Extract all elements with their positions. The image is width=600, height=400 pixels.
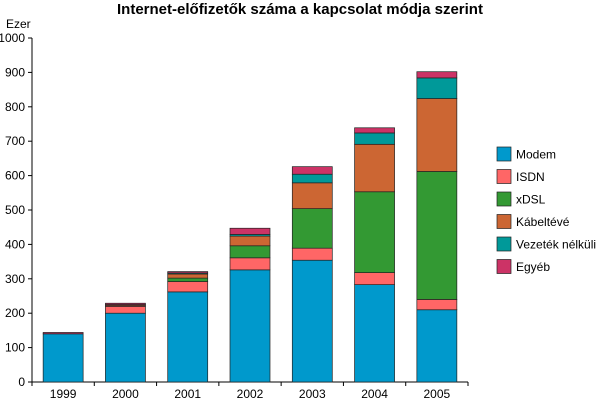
bar-segment: [229, 257, 271, 271]
bar-segment: [167, 281, 209, 293]
bar-segment: [354, 143, 395, 193]
bar-segment: [105, 302, 146, 305]
y-tick-label: 400: [5, 237, 25, 251]
y-tick-label: 1000: [0, 31, 25, 45]
x-tick-label: 2000: [112, 387, 139, 400]
bar-segment: [42, 333, 84, 383]
bar-segment: [291, 208, 333, 249]
y-tick-label: 900: [5, 65, 25, 79]
bar-segment: [291, 166, 333, 175]
bar-segment: [229, 269, 271, 383]
bar-segment: [416, 98, 458, 172]
bar-segment: [291, 259, 333, 383]
bar-segment: [291, 182, 333, 209]
x-tick-label: 2005: [424, 387, 451, 400]
legend-label: Kábeltévé: [516, 215, 570, 229]
x-tick-label: 2002: [237, 387, 264, 400]
bar-segment: [105, 305, 146, 314]
bar-segment: [416, 171, 458, 300]
bar-segment: [105, 312, 146, 383]
x-tick-label: 2003: [299, 387, 326, 400]
legend-label: Modem: [516, 148, 556, 162]
x-tick-label: 2001: [174, 387, 201, 400]
legend-swatch: [496, 191, 512, 207]
bar-segment: [416, 299, 458, 311]
chart-title: Internet-előfizetők száma a kapcsolat mó…: [117, 1, 483, 18]
x-tick-label: 2004: [361, 387, 388, 400]
legend-swatch: [496, 214, 512, 229]
bar-segment: [416, 309, 458, 383]
bar-segment: [354, 191, 395, 273]
y-tick-label: 200: [5, 306, 25, 320]
y-tick-label: 300: [5, 272, 25, 286]
y-tick-label: 600: [5, 169, 25, 183]
y-tick-label: 0: [18, 375, 25, 389]
y-axis-unit-label: Ezer: [6, 17, 31, 31]
bar-segment: [354, 127, 395, 134]
bar-segment: [291, 173, 333, 184]
bar-segment: [291, 247, 333, 261]
y-tick-label: 100: [5, 341, 25, 355]
legend-label: ISDN: [516, 170, 545, 184]
bar-segment: [229, 235, 271, 247]
x-tick-label: 1999: [50, 387, 77, 400]
legend-swatch: [496, 146, 512, 162]
bar-segment: [229, 245, 271, 259]
legend-swatch: [496, 169, 512, 184]
bar-segment: [354, 272, 395, 285]
bar-segment: [354, 132, 395, 145]
bar-segment: [167, 277, 209, 282]
bar-segment: [167, 291, 209, 383]
bar-segment: [416, 77, 458, 99]
legend-label: xDSL: [516, 193, 546, 207]
y-tick-label: 800: [5, 100, 25, 114]
bar-segment: [167, 271, 209, 274]
bar-segment: [229, 227, 271, 235]
legend-swatch: [496, 236, 512, 252]
bar-segment: [354, 284, 395, 383]
y-tick-label: 500: [5, 203, 25, 217]
bar-segment: [167, 273, 209, 279]
legend-label: Vezeték nélküli: [516, 238, 596, 252]
bar-segment: [42, 332, 84, 335]
legend-swatch: [496, 259, 512, 274]
y-tick-label: 700: [5, 134, 25, 148]
legend-label: Egyéb: [516, 260, 550, 274]
bar-segment: [416, 71, 458, 79]
